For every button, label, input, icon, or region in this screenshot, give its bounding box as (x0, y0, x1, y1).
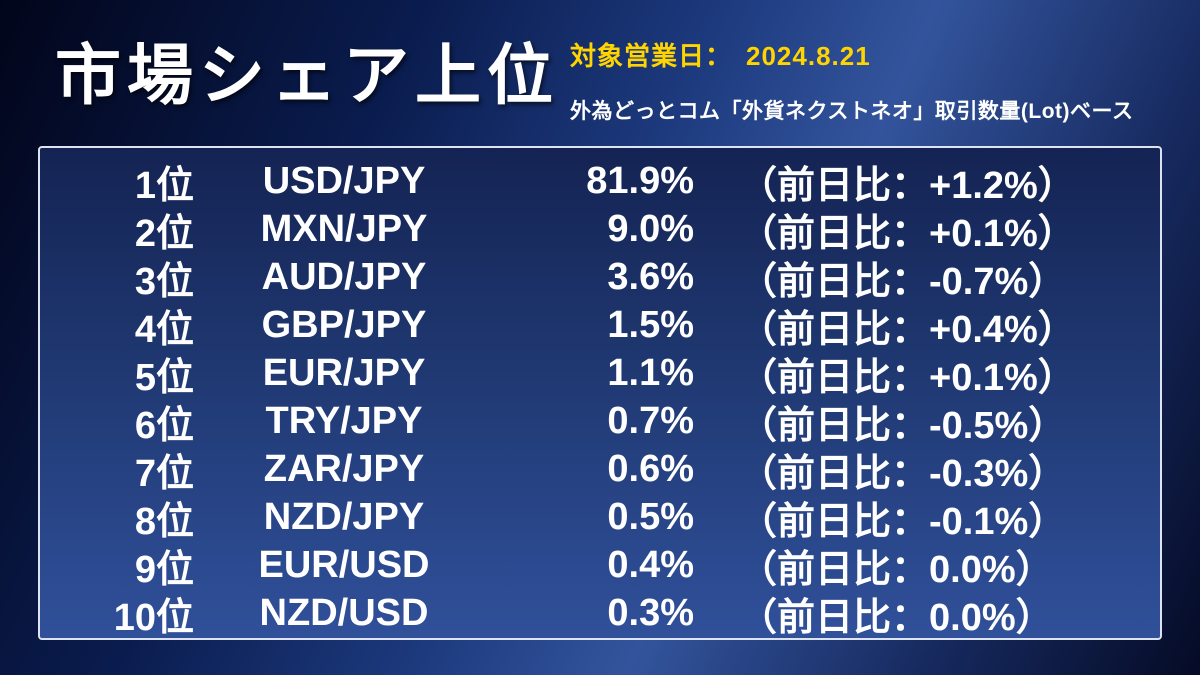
rank-cell: 9位 (134, 549, 194, 591)
share-cell: 0.4% (607, 544, 694, 586)
share-cell: 0.6% (607, 448, 694, 490)
share-cell: 1.1% (607, 352, 694, 394)
table-row: 10位 NZD/USD 0.3% （前日比：0.0%） (54, 586, 1146, 638)
table-row: 1位 USD/JPY 81.9% （前日比：+1.2%） (54, 154, 1146, 207)
change-cell: （前日比：+0.4%） (739, 309, 1076, 351)
change-cell: （前日比：0.0%） (739, 597, 1054, 639)
header: 市場シェア上位 対象営業日： 2024.8.21 外為どっとコム「外貨ネクストネ… (0, 0, 1200, 140)
pair-cell: EUR/USD (258, 544, 430, 586)
rank-cell: 8位 (134, 501, 194, 543)
table-row: 7位 ZAR/JPY 0.6% （前日比：-0.3%） (54, 442, 1146, 495)
table-row: 8位 NZD/JPY 0.5% （前日比：-0.1%） (54, 490, 1146, 543)
table-row: 6位 TRY/JPY 0.7% （前日比：-0.5%） (54, 394, 1146, 447)
pair-cell: NZD/USD (259, 592, 429, 634)
share-cell: 0.3% (607, 592, 694, 634)
pair-cell: USD/JPY (262, 160, 426, 202)
share-table-panel: 1位 USD/JPY 81.9% （前日比：+1.2%） 2位 MXN/JPY … (38, 146, 1162, 640)
rank-cell: 3位 (134, 261, 194, 303)
header-right: 対象営業日： 2024.8.21 外為どっとコム「外貨ネクストネオ」取引数量(L… (570, 36, 1170, 125)
rank-cell: 5位 (134, 357, 194, 399)
table-row: 4位 GBP/JPY 1.5% （前日比：+0.4%） (54, 298, 1146, 351)
rank-cell: 7位 (134, 453, 194, 495)
target-business-date-label: 対象営業日： 2024.8.21 (570, 41, 871, 71)
pair-cell: GBP/JPY (261, 304, 427, 346)
table-row: 9位 EUR/USD 0.4% （前日比：0.0%） (54, 538, 1146, 591)
share-cell: 0.5% (607, 496, 694, 538)
rank-cell: 2位 (134, 213, 194, 255)
change-cell: （前日比：-0.1%） (739, 501, 1067, 543)
change-cell: （前日比：+0.1%） (739, 213, 1076, 255)
pair-cell: ZAR/JPY (263, 448, 425, 490)
share-cell: 1.5% (607, 304, 694, 346)
rank-cell: 1位 (134, 165, 194, 207)
change-cell: （前日比：-0.7%） (739, 261, 1067, 303)
rank-cell: 10位 (113, 597, 194, 639)
change-cell: （前日比：-0.5%） (739, 405, 1067, 447)
rank-cell: 4位 (134, 309, 194, 351)
share-cell: 0.7% (607, 400, 694, 442)
table-row: 5位 EUR/JPY 1.1% （前日比：+0.1%） (54, 346, 1146, 399)
share-cell: 9.0% (607, 208, 694, 250)
table-row: 3位 AUD/JPY 3.6% （前日比：-0.7%） (54, 250, 1146, 303)
pair-cell: TRY/JPY (265, 400, 423, 442)
pair-cell: MXN/JPY (260, 208, 428, 250)
table-row: 2位 MXN/JPY 9.0% （前日比：+0.1%） (54, 202, 1146, 255)
change-cell: （前日比：0.0%） (739, 549, 1054, 591)
pair-cell: AUD/JPY (261, 256, 427, 298)
share-cell: 81.9% (586, 160, 694, 202)
pair-cell: NZD/JPY (263, 496, 425, 538)
share-cell: 3.6% (607, 256, 694, 298)
change-cell: （前日比：-0.3%） (739, 453, 1067, 495)
rank-cell: 6位 (134, 405, 194, 447)
change-cell: （前日比：+1.2%） (739, 165, 1076, 207)
change-cell: （前日比：+0.1%） (739, 357, 1076, 399)
data-source-subtitle: 外為どっとコム「外貨ネクストネオ」取引数量(Lot)ベース (570, 100, 1134, 123)
pair-cell: EUR/JPY (262, 352, 426, 394)
page-title: 市場シェア上位 (55, 38, 559, 112)
